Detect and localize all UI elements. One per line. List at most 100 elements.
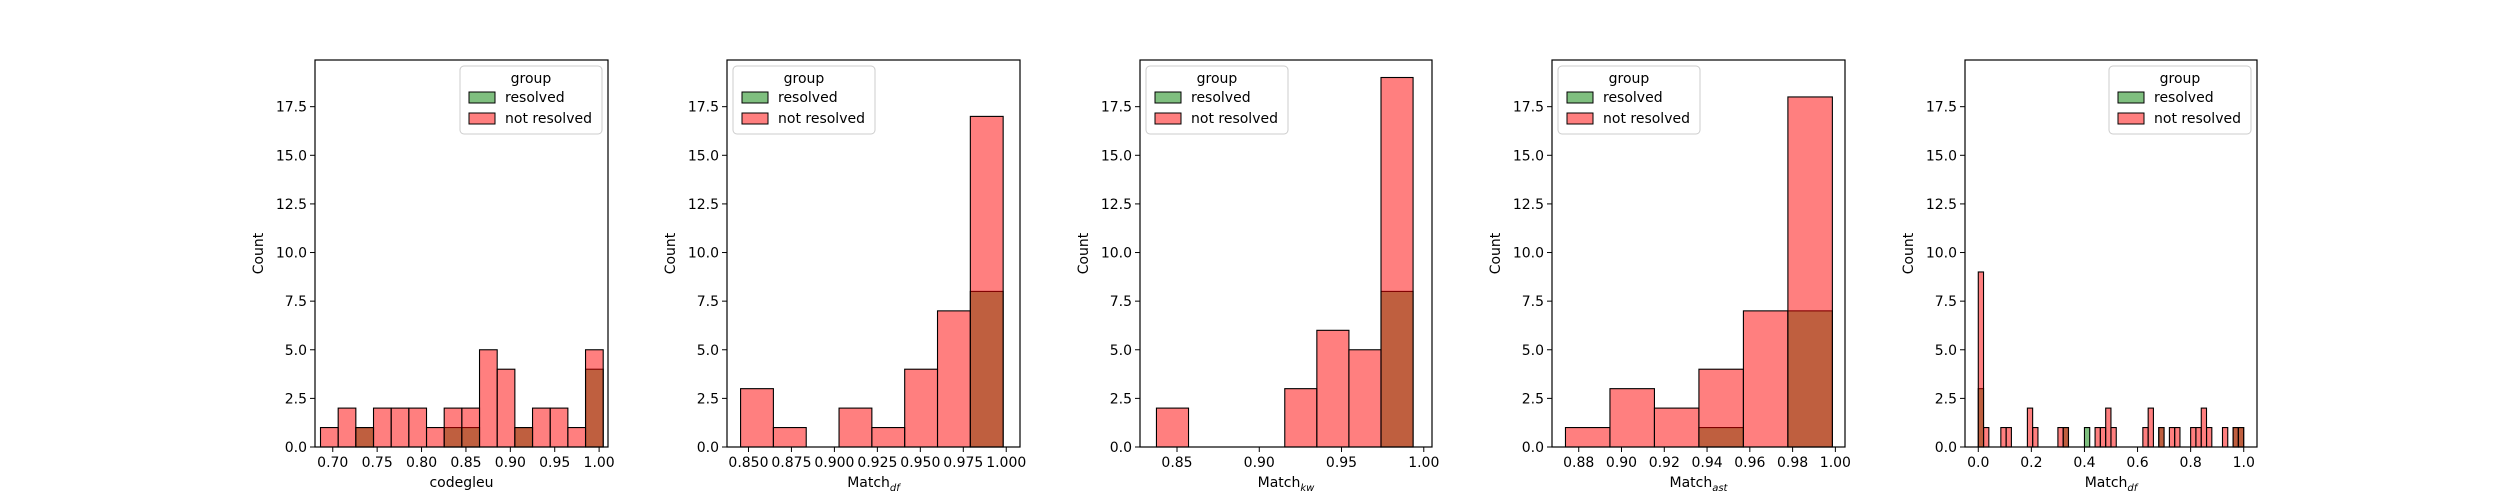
not-resolved-bar: [1284, 388, 1318, 448]
y-axis-label: Count: [1901, 232, 1917, 274]
x-tick-label: 0.950: [900, 455, 940, 471]
not-resolved-bar: [1155, 407, 1190, 448]
x-tick-label: 0.70: [317, 455, 348, 471]
x-tick-label: 0.90: [495, 455, 526, 471]
legend-swatch-resolved: [468, 91, 496, 104]
x-tick-label: 0.8: [2180, 455, 2202, 471]
legend: group resolved not resolved: [1145, 65, 1289, 135]
legend-swatch-not-resolved: [1154, 112, 1182, 125]
y-tick-label: 0.0: [697, 440, 719, 456]
y-tick-label: 15.0: [1513, 148, 1544, 164]
y-tick-label: 2.5: [285, 391, 307, 407]
legend-title: group: [2160, 71, 2201, 87]
legend-label-not-resolved: not resolved: [1603, 111, 1690, 127]
legend-swatch-not-resolved: [468, 112, 496, 125]
not-resolved-bar: [2147, 407, 2154, 448]
not-resolved-bar: [2158, 427, 2165, 448]
not-resolved-bar: [2232, 427, 2239, 448]
not-resolved-bar: [355, 427, 375, 448]
x-tick-label: 1.00: [1408, 455, 1439, 471]
y-axis-label: Count: [1488, 232, 1504, 274]
x-tick-label: 1.00: [584, 455, 615, 471]
y-tick-label: 2.5: [1935, 391, 1957, 407]
legend-label-not-resolved: not resolved: [2154, 111, 2241, 127]
axes-frame: [1551, 59, 1846, 448]
not-resolved-bar: [390, 407, 410, 448]
axes-frame: [314, 59, 609, 448]
x-tick-label: 0.875: [771, 455, 811, 471]
legend: group resolved not resolved: [732, 65, 876, 135]
y-tick-label: 2.5: [697, 391, 719, 407]
not-resolved-bar: [969, 115, 1004, 448]
y-tick-label: 7.5: [1110, 294, 1132, 310]
y-tick-label: 7.5: [285, 294, 307, 310]
not-resolved-bar: [514, 427, 534, 448]
not-resolved-bar: [1316, 329, 1350, 448]
legend-swatch-not-resolved: [741, 112, 769, 125]
not-resolved-bar: [2195, 427, 2202, 448]
not-resolved-bar: [425, 427, 445, 448]
not-resolved-bar: [2221, 427, 2229, 448]
x-axis-label: Matchdf: [847, 475, 901, 494]
not-resolved-bar: [584, 349, 604, 448]
legend: group resolved not resolved: [1557, 65, 1701, 135]
not-resolved-bar: [838, 407, 873, 448]
not-resolved-bar: [1564, 427, 1611, 448]
not-resolved-bar: [1348, 349, 1382, 448]
x-axis-label: Matchast: [1670, 475, 1729, 494]
not-resolved-bar: [2237, 427, 2245, 448]
not-resolved-bar: [461, 407, 481, 448]
not-resolved-bar: [1977, 271, 1985, 448]
x-tick-label: 0.2: [2020, 455, 2042, 471]
not-resolved-bar: [1787, 96, 1833, 448]
not-resolved-bar: [2032, 427, 2039, 448]
y-tick-label: 12.5: [1101, 197, 1132, 213]
legend-title: group: [1197, 71, 1238, 87]
y-tick-label: 10.0: [688, 246, 719, 262]
not-resolved-bar: [408, 407, 428, 448]
not-resolved-bar: [2062, 427, 2070, 448]
not-resolved-bar: [1698, 368, 1744, 448]
not-resolved-bar: [496, 368, 516, 448]
not-resolved-bar: [1742, 310, 1789, 448]
x-tick-label: 0.95: [539, 455, 570, 471]
y-tick-label: 5.0: [285, 343, 307, 359]
y-tick-label: 0.0: [1935, 440, 1957, 456]
legend-swatch-resolved: [1566, 91, 1594, 104]
chart-panel-2: 0.850 0.875 0.900 0.925 0.950 0.975 1.000 0.0 2.…: [663, 59, 1026, 494]
not-resolved-bar: [2026, 407, 2034, 448]
x-tick-label: 0.75: [362, 455, 393, 471]
y-tick-label: 7.5: [697, 294, 719, 310]
x-tick-label: 0.90: [1244, 455, 1275, 471]
x-axis-label: Matchkw: [1258, 475, 1316, 494]
y-tick-label: 0.0: [1522, 440, 1544, 456]
y-tick-label: 0.0: [285, 440, 307, 456]
x-tick-label: 0.0: [1967, 455, 1989, 471]
legend-swatch-not-resolved: [2117, 112, 2145, 125]
not-resolved-bar: [478, 349, 498, 448]
y-tick-label: 15.0: [1101, 148, 1132, 164]
not-resolved-bar: [2000, 427, 2007, 448]
y-tick-label: 17.5: [1926, 100, 1957, 116]
not-resolved-bar: [871, 427, 906, 448]
y-tick-label: 15.0: [1926, 148, 1957, 164]
y-tick-label: 5.0: [1110, 343, 1132, 359]
y-tick-label: 5.0: [1522, 343, 1544, 359]
legend-title: group: [511, 71, 552, 87]
not-resolved-bar: [2105, 407, 2112, 448]
y-tick-label: 5.0: [697, 343, 719, 359]
legend-swatch-resolved: [741, 91, 769, 104]
x-tick-label: 0.85: [450, 455, 481, 471]
y-axis-label: Count: [251, 232, 267, 274]
not-resolved-bar: [2094, 427, 2101, 448]
x-tick-label: 0.80: [406, 455, 437, 471]
x-tick-label: 0.90: [1606, 455, 1637, 471]
x-tick-label: 0.94: [1691, 455, 1722, 471]
x-tick-label: 0.96: [1734, 455, 1765, 471]
chart-panel-5: 0.0 0.2 0.4 0.6 0.8 1.0 0.0 2.5 5.0 7.5 10.0 12.5 15…: [1901, 59, 2258, 494]
not-resolved-bar: [2200, 407, 2208, 448]
y-tick-label: 2.5: [1110, 391, 1132, 407]
not-resolved-bar: [936, 310, 971, 448]
y-axis-label: Count: [663, 232, 679, 274]
